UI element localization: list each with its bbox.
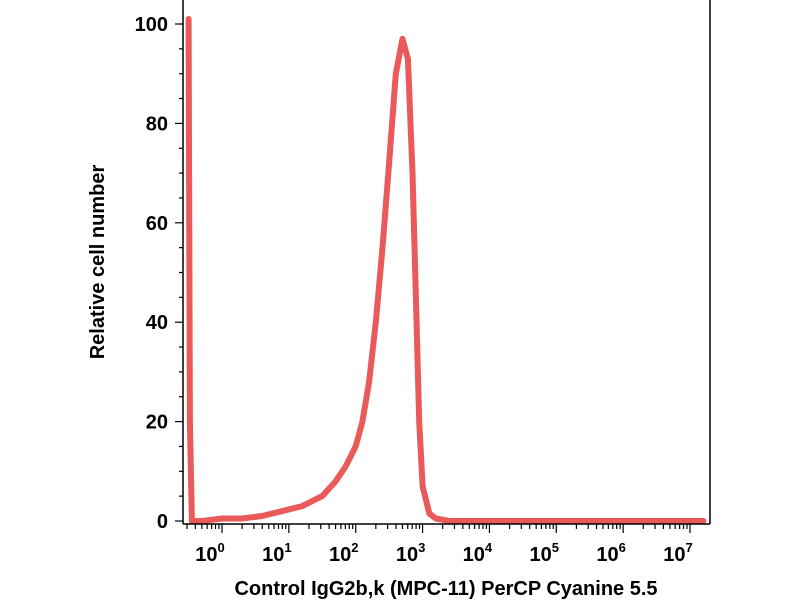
y-axis-title: Relative cell number: [87, 165, 109, 360]
x-tick-label: 100: [195, 540, 224, 566]
x-tick-label: 103: [396, 540, 425, 566]
series-line-0: [185, 16, 707, 524]
plot-area: [183, 0, 710, 524]
x-tick-label: 102: [329, 540, 358, 566]
y-tick-label: 60: [146, 213, 168, 235]
x-tick-label: 105: [530, 540, 559, 566]
y-tick-label: 20: [146, 412, 168, 434]
x-axis-title: Control IgG2b,k (MPC-11) PerCP Cyanine 5…: [234, 578, 657, 600]
x-tick-label: 104: [463, 540, 493, 566]
x-tick-label: 106: [596, 540, 625, 566]
y-tick-label: 100: [135, 14, 168, 36]
y-tick-label: 40: [146, 312, 168, 334]
y-tick-label: 0: [157, 511, 168, 533]
x-tick-label: 101: [262, 540, 291, 566]
x-tick-label: 107: [663, 540, 692, 566]
y-tick-label: 80: [146, 113, 168, 135]
axis-ticks: [175, 23, 691, 533]
